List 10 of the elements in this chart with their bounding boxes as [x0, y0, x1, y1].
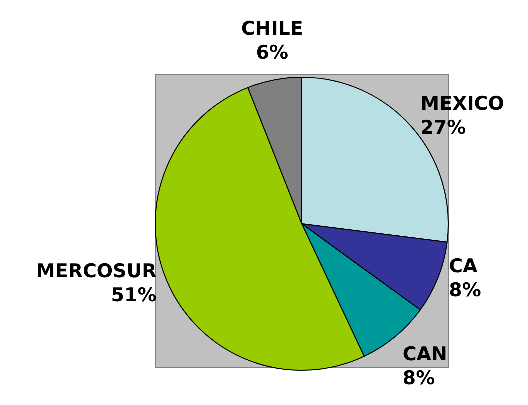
data-label: 8% [402, 367, 436, 390]
data-label: 6% [256, 42, 288, 64]
data-label: 51% [111, 284, 157, 306]
data-label: 8% [449, 280, 482, 302]
slice-label: CHILE [241, 18, 304, 40]
slice-label: MERCOSUR [36, 260, 158, 282]
slice-label: CAN [402, 343, 448, 366]
slice-label: CA [449, 256, 478, 278]
slice-label: MEXICO [420, 92, 504, 115]
data-label: 27% [420, 116, 466, 139]
